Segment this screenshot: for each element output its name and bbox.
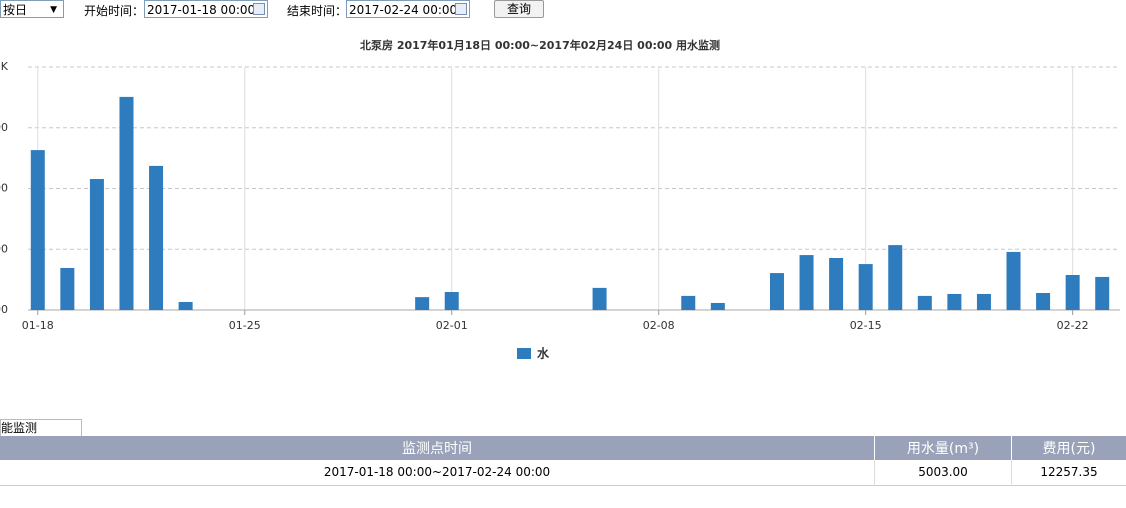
start-input[interactable]: 2017-01-18 00:00 <box>144 0 268 18</box>
start-value: 2017-01-18 00:00 <box>147 3 256 17</box>
bar <box>829 257 844 310</box>
table: 监测点时间 用水量(m³) 费用(元) 2017-01-18 00:00~201… <box>0 436 1126 486</box>
x-tick-label: 02-01 <box>436 319 468 332</box>
mode-select[interactable]: 按日 ▼ <box>0 0 64 18</box>
bar <box>592 287 607 310</box>
bar <box>710 302 725 310</box>
end-value: 2017-02-24 00:00 <box>349 3 458 17</box>
bar <box>1036 292 1051 310</box>
legend-swatch <box>517 348 531 359</box>
end-input[interactable]: 2017-02-24 00:00 <box>346 0 470 18</box>
x-tick-label: 01-25 <box>229 319 261 332</box>
calendar-icon[interactable] <box>455 3 467 15</box>
bar <box>1095 276 1110 310</box>
x-tick-label: 01-18 <box>22 319 54 332</box>
bar <box>858 264 873 310</box>
y-tick-label: 00 <box>0 182 8 195</box>
bar <box>30 150 45 310</box>
x-tick-label: 02-15 <box>850 319 882 332</box>
query-button[interactable]: 查询 <box>494 0 544 18</box>
bar <box>769 273 784 310</box>
y-tick-label: 00 <box>0 121 8 134</box>
bar <box>799 255 814 310</box>
chart: 北泵房 2017年01月18日 00:00~2017年02月24日 00:00 … <box>0 38 1120 361</box>
y-tick-label: K <box>1 60 9 73</box>
arrow: ▼ <box>50 5 57 15</box>
bar <box>444 292 459 310</box>
mode-text: 按日 <box>3 3 28 17</box>
cell: 2017-01-18 00:00~2017-02-24 00:00 <box>323 465 551 480</box>
bar <box>60 267 75 310</box>
cell: 5003.00 <box>874 460 1012 485</box>
bar <box>1006 251 1021 310</box>
cell: 12257.35 <box>1011 460 1126 485</box>
bar <box>917 295 932 310</box>
bar <box>89 179 104 310</box>
header-cell: 费用(元) <box>1011 436 1126 460</box>
header-cell: 监测点时间 <box>402 441 472 457</box>
header-cell: 用水量(m³) <box>874 436 1012 460</box>
table-row: 2017-01-18 00:00~2017-02-24 00:00 5003.0… <box>0 460 1126 485</box>
x-tick-label: 02-22 <box>1057 319 1089 332</box>
x-tick-label: 02-08 <box>643 319 675 332</box>
y-tick-label: 00 <box>0 303 8 316</box>
chart-title: 北泵房 2017年01月18日 00:00~2017年02月24日 00:00 … <box>360 38 720 52</box>
y-tick-label: 00 <box>0 242 8 255</box>
bar <box>178 301 193 310</box>
table-header: 监测点时间 用水量(m³) 费用(元) <box>0 436 1126 460</box>
bar <box>976 293 991 310</box>
end-label: 结束时间： <box>287 4 348 18</box>
bar <box>888 245 903 310</box>
bar <box>119 96 134 310</box>
calendar-icon[interactable] <box>253 3 265 15</box>
tab[interactable]: 能监测 <box>0 419 82 437</box>
bar <box>1065 275 1080 310</box>
start-label: 开始时间： <box>84 4 145 18</box>
bar <box>947 293 962 310</box>
bar <box>415 297 430 310</box>
bar <box>681 295 696 310</box>
bar <box>149 165 164 310</box>
legend-label: 水 <box>537 346 550 361</box>
